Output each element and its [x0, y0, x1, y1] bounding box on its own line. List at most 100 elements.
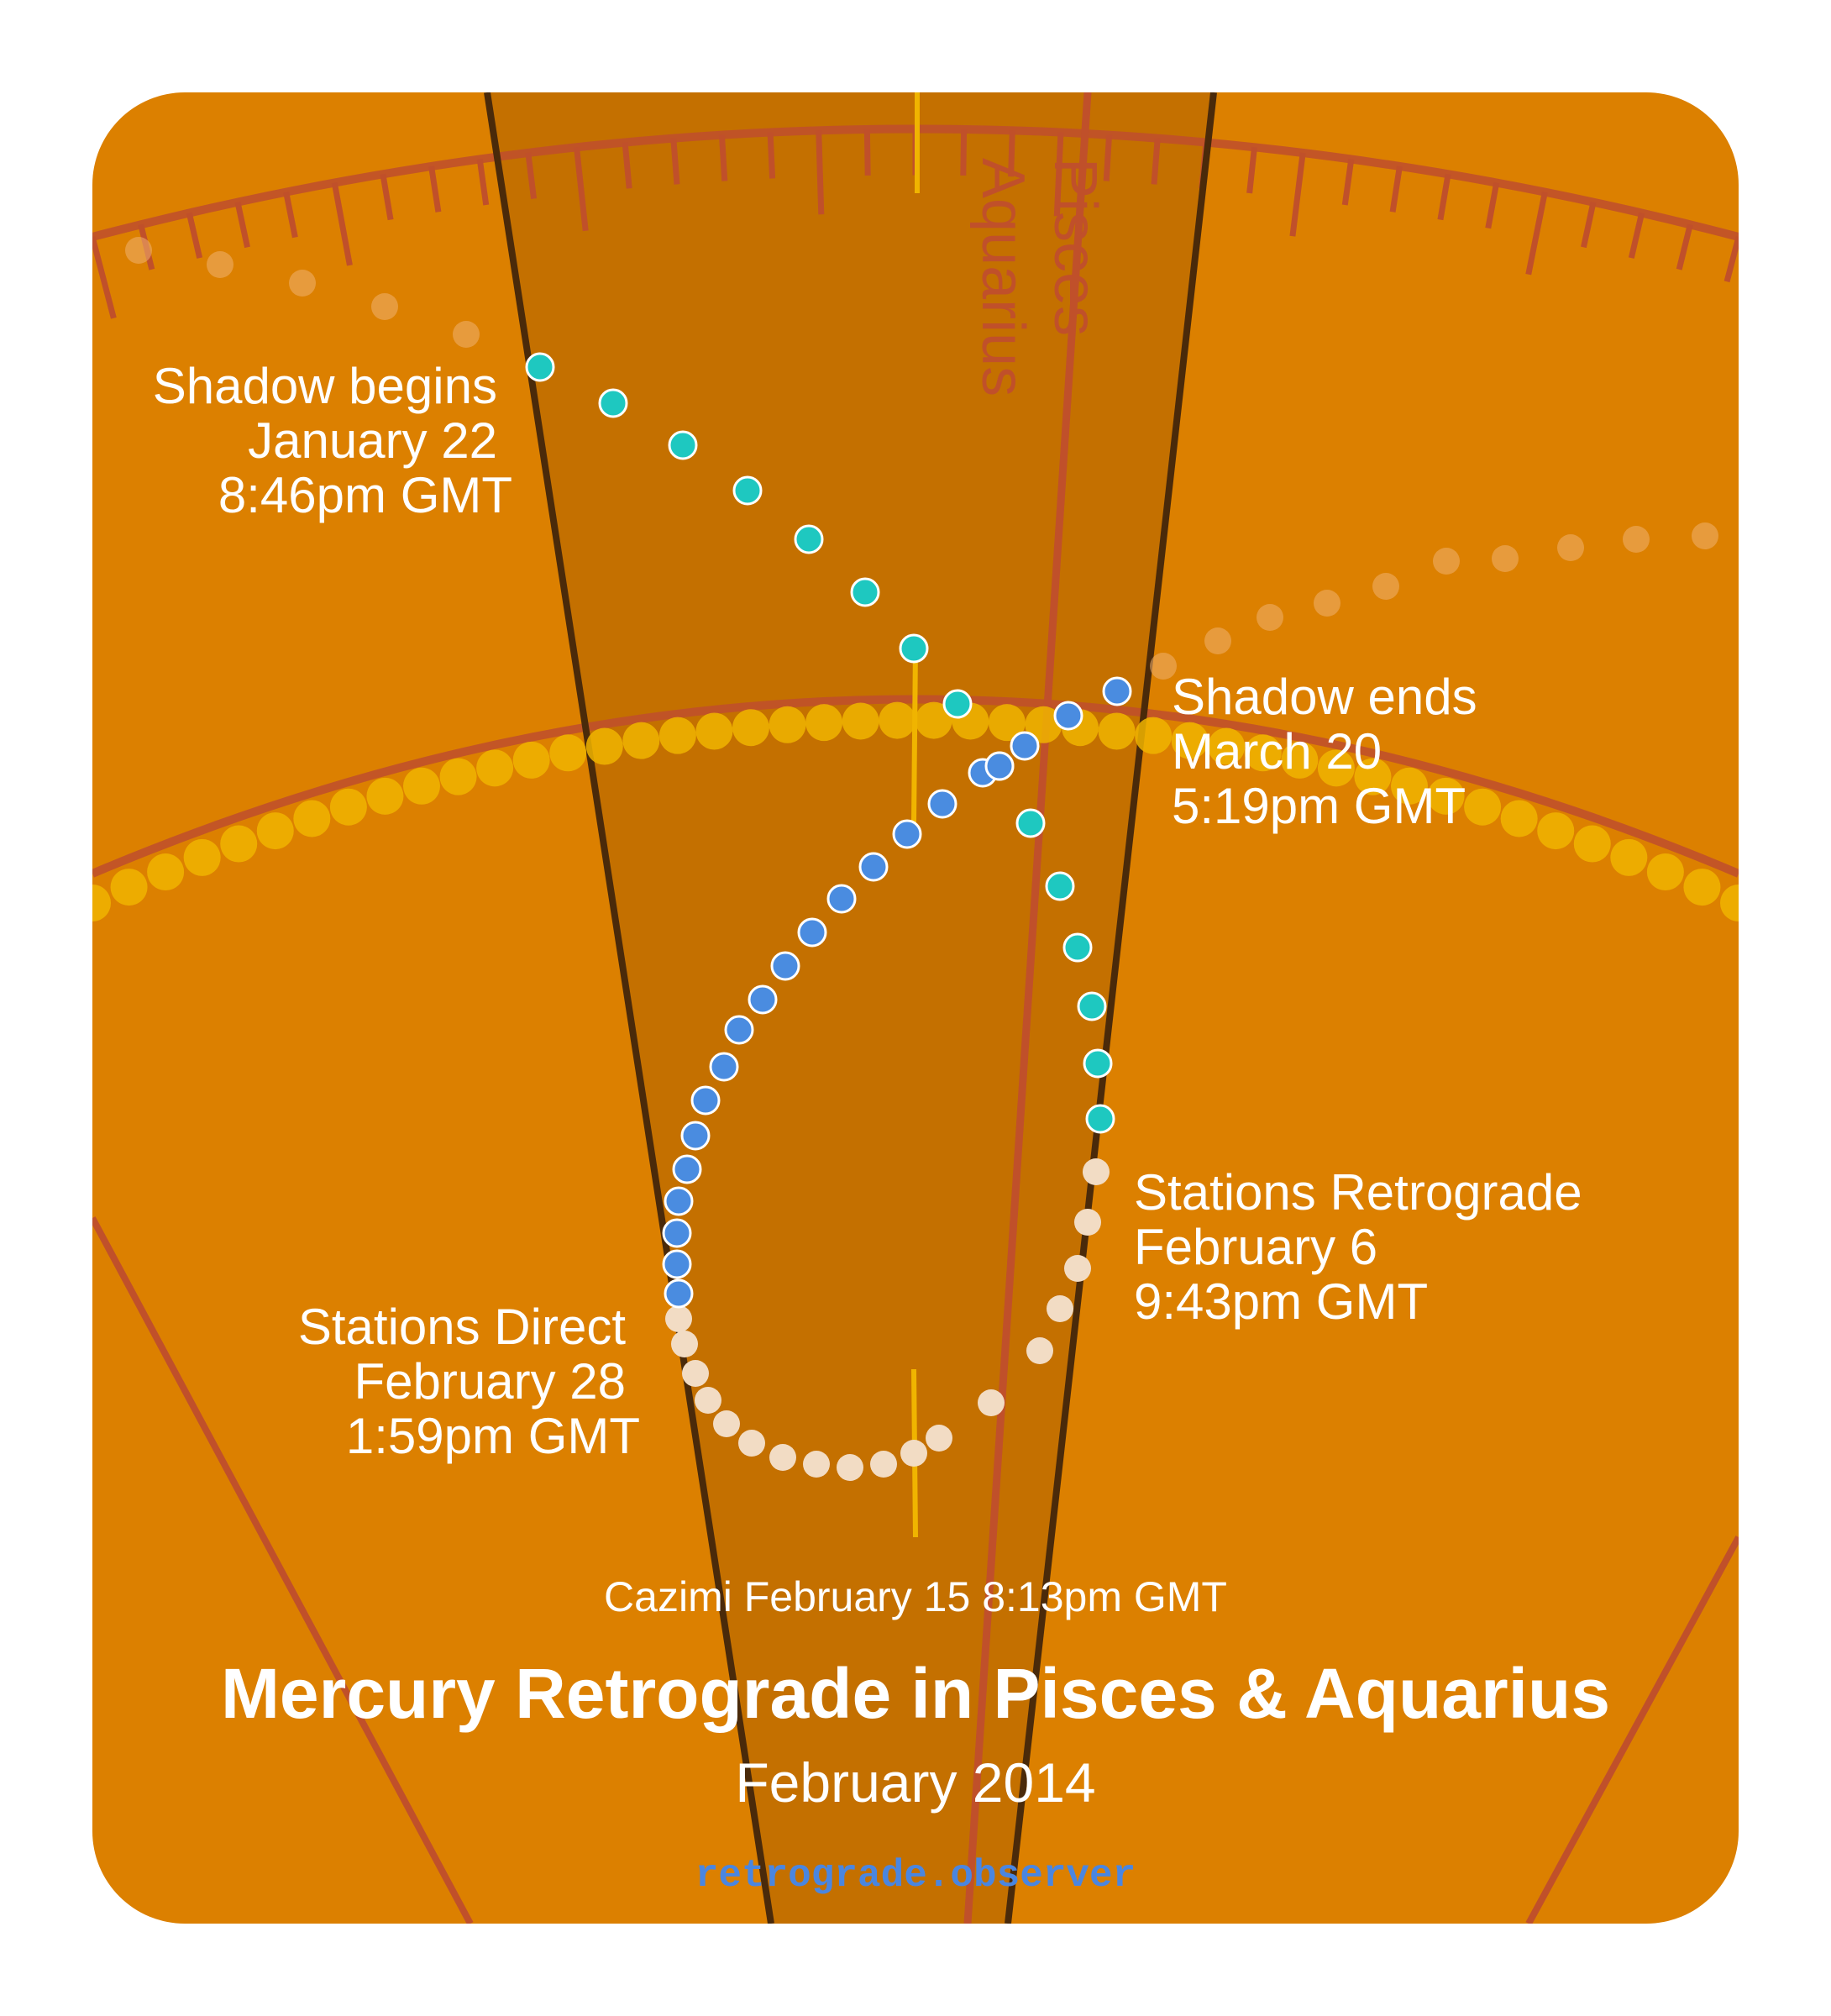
zodiac-tick	[1341, 159, 1355, 206]
sun-dot	[1500, 800, 1538, 837]
radial-line-left	[92, 1216, 474, 1924]
mercury-dot	[1314, 590, 1340, 617]
mercury-dot	[598, 388, 628, 418]
shadow-begins-title: Shadow begins	[153, 358, 497, 414]
mercury-dot	[926, 1425, 952, 1452]
mercury-dot	[1102, 676, 1132, 706]
zodiac-tick	[1103, 134, 1113, 181]
zodiac-tick	[1581, 201, 1597, 249]
mercury-dot	[664, 1278, 694, 1309]
sun-dot	[1464, 788, 1502, 826]
mercury-dot	[732, 475, 763, 506]
zodiac-tick	[1676, 223, 1693, 270]
sun-dot	[1720, 885, 1739, 921]
sun-dot	[256, 812, 294, 850]
zodiac-tick	[1289, 152, 1306, 237]
mercury-dot	[1557, 534, 1584, 561]
mercury-dot	[1204, 627, 1231, 654]
zodiac-tick	[234, 201, 250, 249]
zodiac-tick	[1628, 212, 1645, 259]
zodiac-tick	[186, 212, 203, 259]
zodiac-tick	[476, 159, 490, 206]
shadow-begins-date: January 22	[248, 412, 497, 469]
mercury-dot	[1053, 701, 1083, 731]
zodiac-tick	[92, 236, 117, 319]
mercury-dot	[984, 751, 1015, 781]
mercury-dot	[1045, 871, 1075, 901]
shadow-ends-title: Shadow ends	[1172, 669, 1477, 725]
sun-dot	[110, 869, 148, 906]
stations-direct-time: 1:59pm GMT	[346, 1408, 640, 1464]
sun-line-mid	[911, 646, 918, 824]
mercury-dot	[664, 1186, 694, 1216]
mercury-dot	[1372, 573, 1399, 600]
sun-dot	[1354, 758, 1392, 795]
sun-dot	[1244, 734, 1282, 772]
mercury-dot	[803, 1451, 830, 1478]
mercury-dot	[690, 1085, 721, 1116]
zodiac-tick	[1437, 173, 1451, 221]
mercury-dot	[899, 633, 929, 664]
zodiac-tick	[718, 134, 728, 181]
mercury-dot	[1433, 548, 1460, 575]
shadow-boundary-right	[1005, 92, 1217, 1924]
mercury-dots	[125, 237, 1718, 1481]
mercury-dot	[371, 293, 398, 320]
sun-dot	[329, 788, 367, 826]
sun-dot	[622, 722, 660, 759]
sign-boundary-line	[963, 92, 1092, 1924]
mercury-dot	[713, 1410, 740, 1437]
zodiac-tick	[283, 191, 298, 239]
mercury-dot	[453, 321, 480, 348]
mercury-dot	[826, 884, 857, 914]
mercury-dot	[525, 352, 555, 382]
mercury-dot	[797, 917, 827, 948]
mercury-dot	[900, 1440, 927, 1467]
sun-dot	[1098, 712, 1136, 750]
sun-dot	[695, 712, 733, 750]
sun-dot	[1208, 727, 1246, 765]
mercury-dot	[769, 1444, 796, 1471]
sun-dot	[1683, 869, 1721, 906]
mercury-dot	[289, 270, 316, 297]
zodiac-tick	[622, 142, 632, 189]
sun-dot	[439, 758, 477, 795]
mercury-dot	[1085, 1104, 1115, 1134]
mercury-dot	[794, 524, 824, 554]
mercury-dot	[942, 689, 973, 719]
sun-dot	[1025, 706, 1062, 743]
zodiac-tick	[1008, 130, 1015, 177]
mercury-dot	[662, 1249, 692, 1279]
mercury-dot	[1015, 808, 1046, 838]
sun-dot	[915, 701, 952, 739]
mercury-dot	[1150, 653, 1177, 680]
mercury-dot	[1623, 526, 1650, 553]
label-shadow-ends: Shadow ends March 20 5:19pm GMT	[1172, 669, 1477, 834]
stations-direct-title: Stations Direct	[298, 1299, 626, 1355]
mercury-dot	[978, 1389, 1005, 1416]
mercury-dot	[748, 984, 778, 1015]
mercury-dot	[738, 1430, 765, 1457]
stations-direct-date: February 28	[354, 1353, 627, 1410]
shadow-begins-time: 8:46pm GMT	[218, 467, 512, 523]
mercury-dot	[1492, 545, 1519, 572]
label-shadow-begins: Shadow begins January 22 8:46pm GMT	[153, 358, 512, 523]
stations-retrograde-time: 9:43pm GMT	[1134, 1273, 1428, 1330]
sun-dot	[988, 704, 1026, 742]
mercury-dot	[668, 430, 698, 460]
sun-dot	[805, 704, 843, 742]
mercury-dot	[724, 1015, 754, 1045]
sun-dot	[92, 885, 111, 921]
zodiac-tick	[1723, 236, 1739, 283]
sun-dot	[366, 777, 404, 815]
mercury-dot	[125, 237, 152, 264]
zodiac-tick	[1246, 146, 1258, 194]
stations-retrograde-title: Stations Retrograde	[1134, 1164, 1582, 1221]
label-stations-direct: Stations Direct February 28 1:59pm GMT	[298, 1299, 640, 1464]
sun-dot	[512, 741, 550, 779]
mercury-dot	[892, 819, 922, 849]
sun-dots	[92, 701, 1739, 921]
mercury-dot	[672, 1154, 702, 1184]
mercury-dot	[1010, 731, 1040, 761]
